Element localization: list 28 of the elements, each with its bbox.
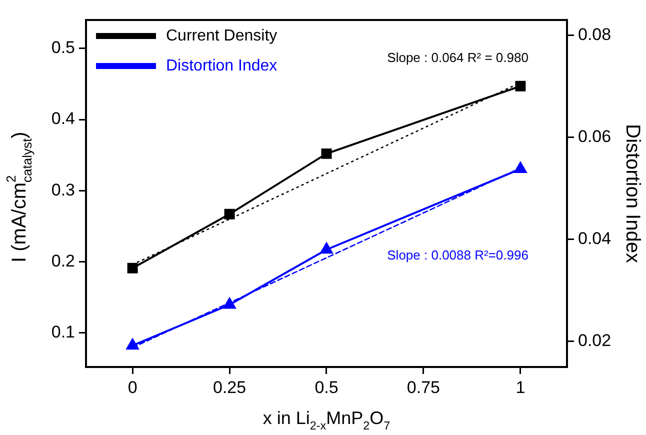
point <box>223 298 236 309</box>
annotation: Slope : 0.0088 R²=0.996 <box>387 248 528 263</box>
y2-tick-label: 0.06 <box>578 127 612 146</box>
x-tick-label: 1 <box>516 378 526 397</box>
x-tick-label: 0 <box>128 378 138 397</box>
y-axis-title: I (mA/cm2catalyst) <box>4 132 35 262</box>
point <box>127 262 138 274</box>
x-tick-label: 0.75 <box>406 378 440 397</box>
point <box>126 338 139 350</box>
point <box>515 80 526 92</box>
x-tick-label: 0.25 <box>212 378 246 397</box>
y2-tick-label: 0.04 <box>578 229 612 248</box>
legend-label: Distortion Index <box>166 57 278 74</box>
y-tick-label: 0.3 <box>51 180 75 200</box>
x-tick-label: 0.5 <box>314 378 338 397</box>
y-tick-label: 0.2 <box>51 251 75 270</box>
point <box>224 208 235 220</box>
point <box>321 148 332 159</box>
legend-label: Current Density <box>166 27 278 44</box>
y-tick-label: 0.4 <box>51 109 75 128</box>
y-tick-label: 0.5 <box>51 38 75 58</box>
y2-tick-label: 0.08 <box>578 24 612 44</box>
annotation: Slope : 0.064 R² = 0.980 <box>387 50 528 66</box>
y-tick-label: 0.1 <box>51 322 75 342</box>
point <box>320 242 333 254</box>
point <box>514 162 527 174</box>
y2-tick-label: 0.02 <box>578 331 612 350</box>
y2-axis-title: Distortion Index <box>621 124 644 263</box>
